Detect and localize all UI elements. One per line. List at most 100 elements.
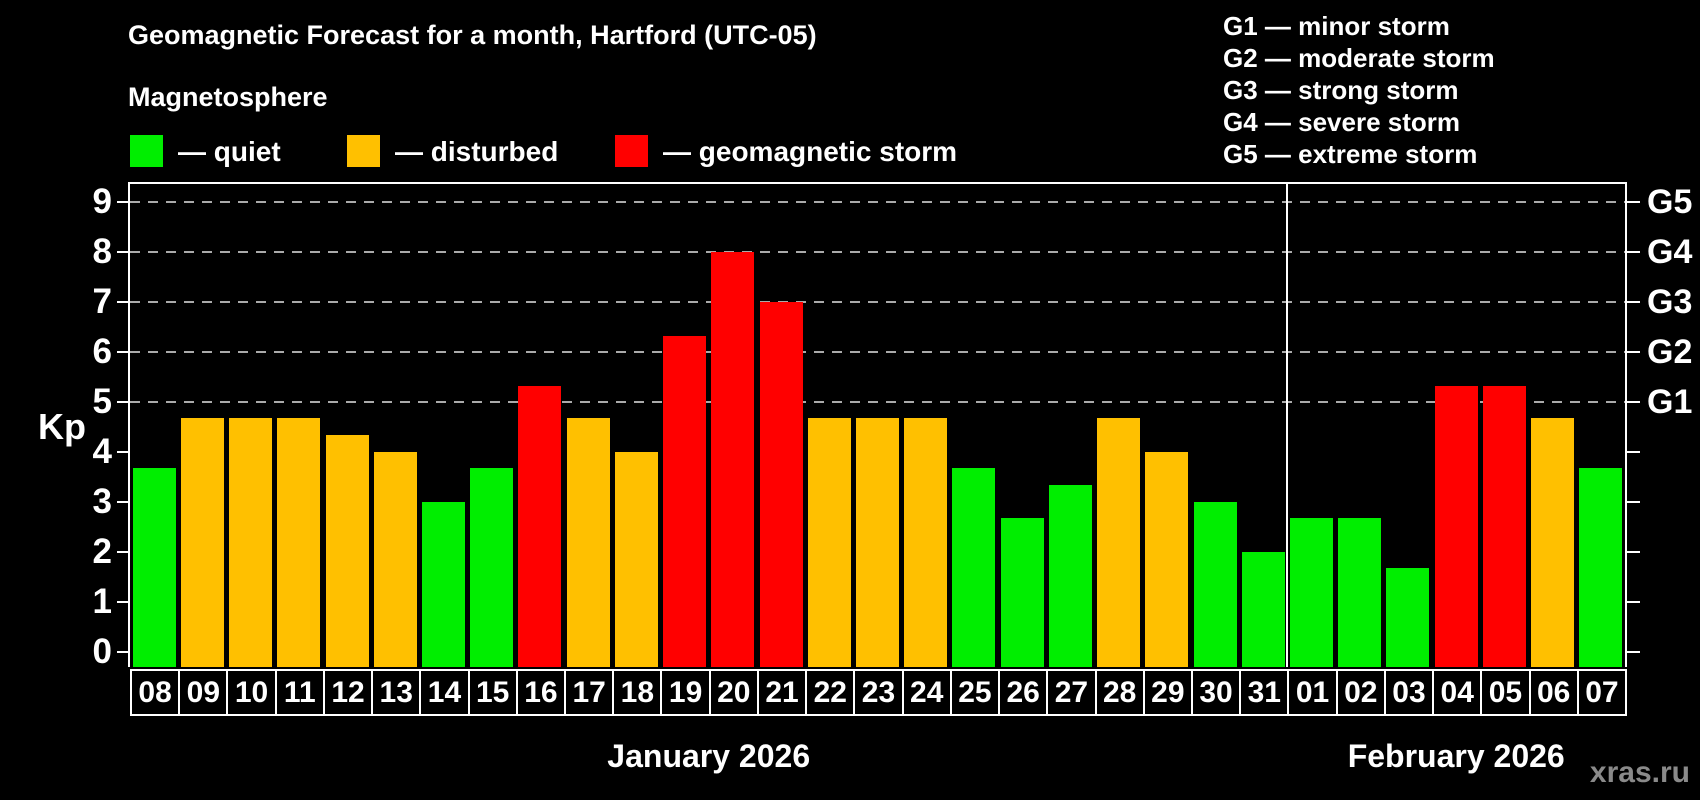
kp-bar-day-23	[855, 418, 899, 667]
y-axis-title: Kp	[38, 406, 86, 447]
g-axis-label-g3: G3	[1647, 283, 1693, 322]
day-label-21: 21	[756, 669, 808, 716]
gridline-kp5	[130, 401, 1625, 403]
g-legend-item-g3: G3 — strong storm	[1223, 75, 1459, 105]
y-tick-label-1: 1	[92, 581, 112, 621]
kp-bar-day-12	[325, 435, 369, 667]
g-legend-item-g1: G1 — minor storm	[1223, 11, 1450, 41]
right-axis-tick-9	[1627, 201, 1640, 204]
kp-bar-day-20	[711, 252, 755, 667]
kp-bar-day-05	[1482, 385, 1526, 667]
day-label-26: 26	[998, 669, 1049, 716]
kp-bar-day-13	[373, 451, 417, 667]
y-tick-label-0: 0	[92, 631, 112, 671]
kp-bar-day-14	[421, 501, 465, 667]
day-label-23: 23	[853, 669, 904, 716]
gridline-kp9	[130, 201, 1625, 204]
g-axis-label-g2: G2	[1647, 333, 1693, 372]
kp-bar-day-07	[1579, 468, 1623, 667]
day-label-14: 14	[419, 669, 470, 716]
kp-bar-day-26	[1000, 518, 1044, 667]
day-label-19: 19	[660, 669, 711, 716]
y-axis-tick-6	[117, 351, 130, 354]
kp-bar-day-02	[1338, 518, 1382, 667]
kp-bar-day-22	[807, 418, 851, 667]
gridline-kp6	[130, 351, 1625, 354]
y-axis-tick-8	[117, 251, 130, 254]
month-label-january: January 2026	[607, 738, 811, 774]
plot-area-border	[128, 182, 1627, 667]
day-label-05: 05	[1480, 669, 1531, 716]
y-axis-tick-2	[117, 550, 130, 553]
right-axis-tick-0	[1627, 650, 1640, 653]
day-label-31: 31	[1239, 669, 1290, 716]
day-label-08: 08	[130, 669, 181, 716]
kp-bar-day-15	[470, 468, 514, 667]
kp-bar-day-30	[1193, 501, 1237, 667]
right-axis-tick-6	[1627, 351, 1640, 354]
g-axis-label-g4: G4	[1647, 233, 1693, 272]
y-tick-label-7: 7	[92, 282, 112, 322]
day-label-01: 01	[1287, 669, 1338, 716]
gridline-kp8	[130, 251, 1625, 254]
day-label-09: 09	[178, 669, 229, 716]
day-label-15: 15	[467, 669, 518, 716]
kp-bar-day-04	[1434, 385, 1478, 667]
right-axis-tick-4	[1627, 450, 1640, 453]
kp-bar-day-28	[1097, 418, 1141, 667]
legend-swatch-quiet	[130, 135, 163, 167]
kp-bar-day-17	[566, 418, 610, 667]
day-label-07: 07	[1576, 669, 1627, 716]
day-label-10: 10	[226, 669, 277, 716]
kp-bar-day-06	[1531, 418, 1575, 667]
day-label-28: 28	[1094, 669, 1145, 716]
y-tick-label-6: 6	[92, 332, 112, 372]
legend-swatch-storm	[615, 135, 648, 167]
day-label-27: 27	[1046, 669, 1097, 716]
y-tick-label-2: 2	[92, 531, 112, 571]
watermark: xras.ru	[1589, 756, 1690, 789]
right-axis-tick-8	[1627, 251, 1640, 254]
right-axis-tick-5	[1627, 401, 1640, 403]
day-label-04: 04	[1432, 669, 1483, 716]
day-label-24: 24	[901, 669, 952, 716]
legend-label-storm: — geomagnetic storm	[663, 136, 958, 167]
g-legend-item-g2: G2 — moderate storm	[1223, 43, 1495, 73]
kp-bar-day-31	[1241, 551, 1285, 667]
kp-bar-day-03	[1386, 568, 1430, 667]
right-axis-tick-7	[1627, 301, 1640, 304]
day-label-16: 16	[515, 669, 567, 716]
day-label-22: 22	[805, 669, 856, 716]
day-label-25: 25	[949, 669, 1001, 716]
kp-bar-day-19	[663, 335, 707, 667]
y-tick-label-5: 5	[92, 382, 112, 421]
kp-bar-day-11	[277, 418, 321, 667]
gridline-kp7	[130, 301, 1625, 304]
day-label-11: 11	[274, 669, 325, 716]
kp-bar-day-24	[904, 418, 948, 667]
month-label-february: February 2026	[1347, 738, 1565, 774]
chart-title: Geomagnetic Forecast for a month, Hartfo…	[128, 20, 817, 50]
g-axis-label-g1: G1	[1647, 383, 1693, 421]
y-axis-tick-3	[117, 500, 130, 503]
kp-bar-day-29	[1145, 451, 1189, 667]
kp-bar-day-18	[614, 451, 658, 667]
day-label-30: 30	[1190, 669, 1242, 716]
chart-subtitle: Magnetosphere	[128, 82, 328, 112]
day-label-12: 12	[322, 669, 374, 716]
y-axis-tick-4	[117, 450, 130, 453]
day-label-18: 18	[612, 669, 663, 716]
legend-swatch-disturbed	[347, 135, 380, 167]
kp-bar-day-16	[518, 385, 562, 667]
legend-label-quiet: — quiet	[178, 136, 281, 167]
kp-bar-day-10	[229, 418, 273, 667]
kp-bar-day-25	[952, 468, 996, 667]
g-legend-item-g5: G5 — extreme storm	[1223, 139, 1478, 169]
y-tick-label-8: 8	[92, 232, 112, 272]
y-axis-tick-5	[117, 401, 130, 403]
day-label-29: 29	[1142, 669, 1193, 716]
day-label-06: 06	[1528, 669, 1579, 716]
kp-bar-day-08	[132, 468, 176, 667]
day-label-17: 17	[564, 669, 615, 716]
